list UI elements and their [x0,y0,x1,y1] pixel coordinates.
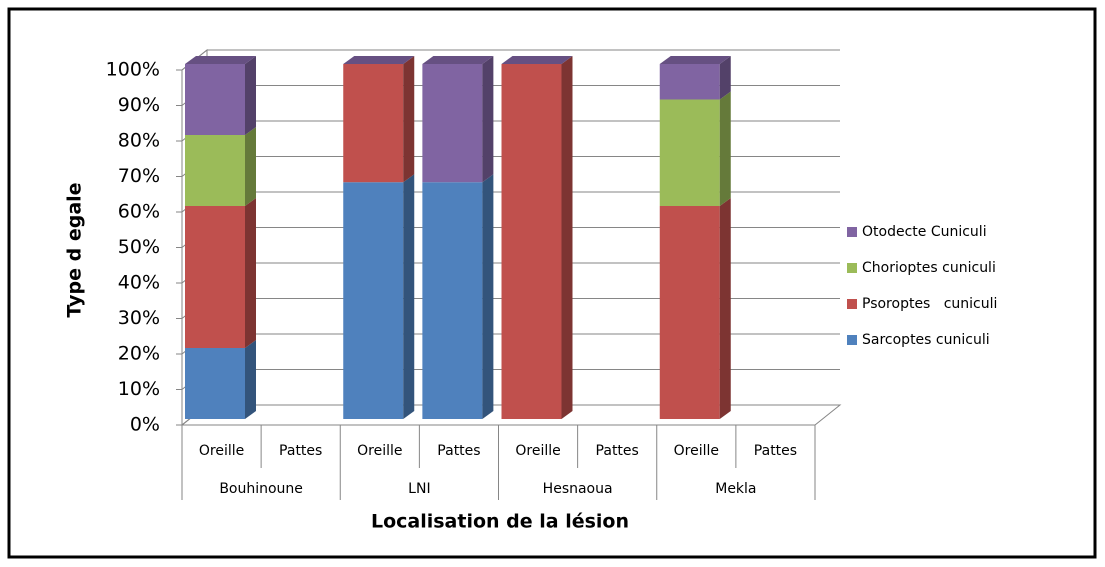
y-axis-title: Type d egale [64,182,86,317]
group-label: Bouhinoune [219,481,303,497]
legend-label: Psoroptes cuniculi [862,296,997,312]
bar-top [501,56,573,64]
bar-segment [185,206,245,348]
x-tick-label: Pattes [754,443,797,459]
x-tick-label: Oreille [199,443,244,459]
bar-segment [343,182,404,419]
legend-label: Chorioptes cuniculi [862,260,996,276]
bar-side [245,198,256,348]
bar-segment [343,64,404,183]
y-tick-label: 70% [118,165,160,187]
bar-side [482,174,494,419]
group-label: LNI [408,481,430,497]
x-tick-label: Pattes [279,443,322,459]
bar-side [245,56,256,135]
x-tick-label: Oreille [674,443,719,459]
bar-top [343,56,415,64]
bar-side [719,198,731,419]
y-tick-label: 0% [130,414,160,436]
bar-side [245,340,256,419]
group-label: Hesnaoua [543,481,613,497]
bar-segment [185,135,245,206]
y-tick-label: 10% [118,378,160,400]
bar-side [719,91,731,206]
x-axis-title: Localisation de la lésion [371,511,629,533]
legend-swatch [847,227,857,237]
bar-segment [659,206,720,419]
bar-top [659,56,731,64]
legend-swatch [847,299,857,309]
legend-swatch [847,335,857,345]
y-tick-label: 30% [118,307,160,329]
x-tick-label: Pattes [437,443,480,459]
bar-top [422,56,494,64]
y-tick-label: 80% [118,130,160,152]
y-tick-label: 90% [118,94,160,116]
y-tick-label: 40% [118,272,160,294]
bar-side [403,174,415,419]
bar-side [561,56,573,419]
bar-segment [422,64,483,183]
x-tick-label: Pattes [596,443,639,459]
bar-segment [185,348,245,419]
legend-label: Otodecte Cuniculi [862,224,987,240]
group-label: Mekla [715,481,756,497]
y-tick-label: 100% [106,59,160,81]
bar-segment [422,182,483,419]
y-tick-label: 50% [118,236,160,258]
bar-segment [659,99,720,206]
bar-segment [659,64,720,100]
x-tick-label: Oreille [515,443,560,459]
y-tick-label: 20% [118,343,160,365]
legend-label: Sarcoptes cuniculi [862,332,990,348]
bar-segment [501,64,562,419]
bar-side [482,56,494,183]
bar-side [719,56,731,100]
bar-side [403,56,415,183]
bar-side [245,127,256,206]
bar-segment [185,64,245,135]
legend-swatch [847,263,857,273]
y-tick-label: 60% [118,201,160,223]
bar-top [185,56,256,64]
x-tick-label: Oreille [357,443,402,459]
